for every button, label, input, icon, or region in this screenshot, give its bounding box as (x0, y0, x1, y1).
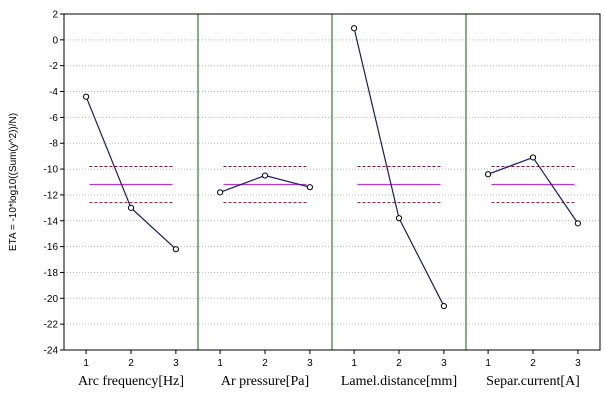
x-tick-label: 2 (262, 358, 268, 369)
confidence-lines (89, 165, 575, 204)
panel-labels: Arc frequency[Hz] Ar pressure[Pa] Lamel.di… (78, 374, 580, 389)
x-tick-label: 3 (575, 358, 581, 369)
panel-label: Arc frequency[Hz] (78, 374, 184, 389)
x-tick-label: 2 (530, 358, 536, 369)
y-tick-label: -22 (44, 320, 59, 331)
data-point (395, 215, 403, 222)
panel-label: Lamel.distance[mm] (341, 374, 457, 389)
x-tick-label: 3 (307, 358, 313, 369)
x-tick-label: 2 (128, 358, 134, 369)
y-tick-label: -20 (44, 294, 59, 305)
data-point (306, 184, 313, 191)
data-point (485, 171, 492, 178)
data-point (83, 93, 90, 100)
data-point (261, 172, 269, 179)
x-tick-label: 3 (173, 358, 179, 369)
series-lines (83, 25, 581, 310)
y-tick-label: -8 (49, 139, 58, 150)
x-tick-label: 1 (485, 358, 491, 369)
y-tick-label: -18 (44, 268, 59, 279)
data-point (127, 204, 135, 211)
x-tick-label: 3 (441, 358, 447, 369)
y-tick-label: -12 (44, 190, 59, 201)
y-axis-ticks: 2 0 -2 -4 -6 -8 -10 -12 -14 -16 -18 -20 -22 -24 (44, 10, 64, 357)
data-point (172, 246, 179, 253)
x-axis-ticks: 1 2 3 1 2 3 1 2 3 1 2 3 (83, 350, 581, 369)
y-axis-label: ETA = -10*log10((Sum(y^2))/N) (8, 113, 19, 251)
data-point (440, 302, 447, 310)
plot-frame (63, 13, 601, 351)
y-tick-label: -4 (49, 87, 58, 98)
y-tick-label: -10 (44, 165, 59, 176)
y-tick-label: 2 (52, 10, 58, 21)
y-tick-label: 0 (52, 35, 58, 46)
panel-label: Separ.current[A] (486, 374, 580, 389)
panel-label: Ar pressure[Pa] (221, 374, 309, 389)
data-point (217, 189, 224, 196)
y-tick-label: -6 (49, 113, 58, 124)
y-tick-label: -14 (44, 216, 59, 227)
panel-dividers (197, 14, 467, 350)
x-tick-label: 1 (351, 358, 357, 369)
x-tick-label: 1 (83, 358, 89, 369)
data-point (574, 220, 581, 227)
data-point (529, 154, 537, 161)
y-tick-label: -24 (44, 346, 59, 357)
x-tick-label: 2 (396, 358, 402, 369)
y-tick-label: -16 (44, 242, 59, 253)
y-tick-label: -2 (49, 61, 58, 72)
x-tick-label: 1 (217, 358, 223, 369)
data-point (351, 25, 358, 32)
